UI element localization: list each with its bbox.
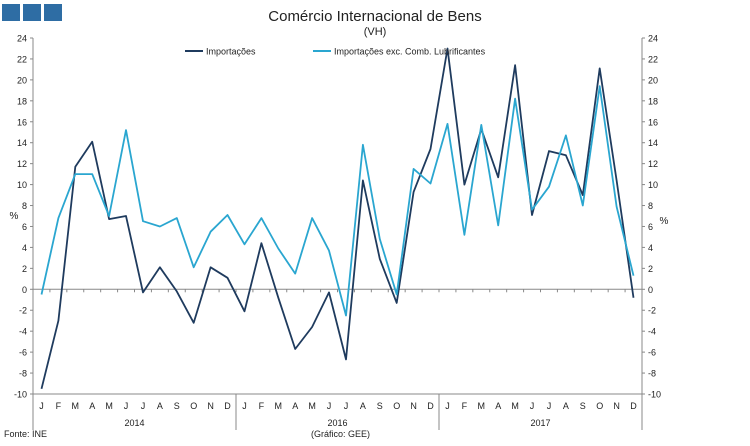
y-tick-label-right: 18 [648, 96, 658, 106]
x-month-label: D [224, 401, 231, 411]
y-tick-label-left: -4 [19, 327, 27, 337]
x-year-label: 2016 [327, 418, 347, 428]
x-month-label: A [360, 401, 366, 411]
x-month-label: O [596, 401, 603, 411]
x-month-label: S [580, 401, 586, 411]
y-tick-label-left: -8 [19, 369, 27, 379]
x-month-label: J [141, 401, 146, 411]
y-tick-label-right: 0 [648, 285, 653, 295]
y-tick-label-right: 2 [648, 264, 653, 274]
chart-subtitle: (VH) [363, 26, 387, 38]
header-square [23, 4, 41, 21]
x-month-label: M [478, 401, 486, 411]
y-tick-label-right: -10 [648, 390, 661, 400]
x-month-label: A [157, 401, 163, 411]
x-month-label: M [308, 401, 316, 411]
y-tick-label-right: 6 [648, 222, 653, 232]
x-month-label: J [547, 401, 552, 411]
x-month-label: M [275, 401, 283, 411]
y-tick-label-left: -10 [14, 390, 27, 400]
y-tick-label-right: 14 [648, 138, 658, 148]
y-tick-label-left: -2 [19, 306, 27, 316]
x-month-label: J [242, 401, 247, 411]
x-month-label: J [39, 401, 44, 411]
x-year-label: 2017 [530, 418, 550, 428]
y-tick-label-left: 10 [17, 180, 27, 190]
x-month-label: A [89, 401, 95, 411]
y-tick-label-right: 8 [648, 201, 653, 211]
chart-title: Comércio Internacional de Bens [268, 8, 482, 25]
header-square [44, 4, 62, 21]
y-tick-label-left: 6 [22, 222, 27, 232]
y-tick-label-left: -6 [19, 348, 27, 358]
y-tick-label-right: -6 [648, 348, 656, 358]
x-month-label: D [427, 401, 434, 411]
y-tick-label-left: 16 [17, 117, 27, 127]
x-month-label: N [207, 401, 214, 411]
x-month-label: F [56, 401, 62, 411]
x-month-label: D [630, 401, 637, 411]
y-tick-label-right: -4 [648, 327, 656, 337]
x-month-label: N [410, 401, 417, 411]
x-month-label: A [292, 401, 298, 411]
x-month-label: S [174, 401, 180, 411]
x-month-label: J [445, 401, 450, 411]
y-tick-label-left: 22 [17, 54, 27, 64]
x-month-label: J [530, 401, 535, 411]
y-tick-label-right: 24 [648, 34, 658, 44]
x-month-label: M [511, 401, 519, 411]
y-tick-label-left: 14 [17, 138, 27, 148]
x-month-label: M [105, 401, 113, 411]
x-month-label: A [563, 401, 569, 411]
series-line-1 [40, 85, 635, 317]
footer-source: Fonte: INE [4, 429, 48, 439]
y-axis-label-left: % [10, 211, 19, 222]
x-month-label: N [613, 401, 620, 411]
y-tick-label-left: 20 [17, 75, 27, 85]
series-line-0 [40, 47, 635, 390]
legend-label-1: Importações exc. Comb. Lubrificantes [334, 47, 486, 57]
header-square [2, 4, 20, 21]
y-tick-label-right: 12 [648, 159, 658, 169]
y-tick-label-left: 8 [22, 201, 27, 211]
y-tick-label-right: 22 [648, 54, 658, 64]
y-tick-label-right: 10 [648, 180, 658, 190]
x-month-label: A [495, 401, 501, 411]
y-tick-label-right: 20 [648, 75, 658, 85]
y-tick-label-left: 0 [22, 285, 27, 295]
x-month-label: F [462, 401, 468, 411]
y-tick-label-left: 2 [22, 264, 27, 274]
y-tick-label-left: 24 [17, 34, 27, 44]
legend-label-0: Importações [206, 47, 256, 57]
y-tick-label-right: 16 [648, 117, 658, 127]
y-tick-label-right: 4 [648, 243, 653, 253]
x-year-label: 2014 [124, 418, 144, 428]
x-month-label: O [393, 401, 400, 411]
x-month-label: J [344, 401, 349, 411]
y-axis-label-right: % [660, 216, 669, 227]
x-month-label: S [377, 401, 383, 411]
y-tick-label-right: -8 [648, 369, 656, 379]
x-month-label: J [124, 401, 129, 411]
y-tick-label-left: 18 [17, 96, 27, 106]
footer-credit: (Gráfico: GEE) [311, 429, 371, 439]
x-month-label: O [190, 401, 197, 411]
y-tick-label-right: -2 [648, 306, 656, 316]
y-tick-label-left: 12 [17, 159, 27, 169]
x-month-label: J [327, 401, 332, 411]
x-month-label: M [72, 401, 80, 411]
x-month-label: F [259, 401, 265, 411]
y-tick-label-left: 4 [22, 243, 27, 253]
